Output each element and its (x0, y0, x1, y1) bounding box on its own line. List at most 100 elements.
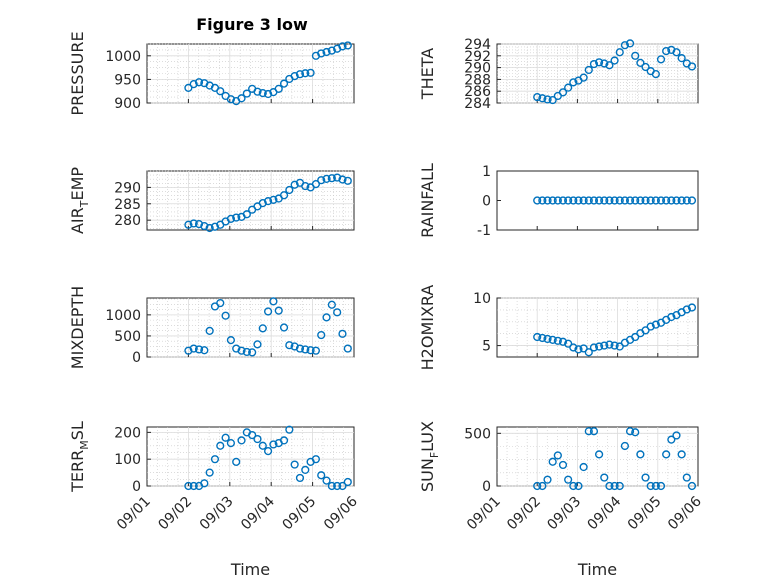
data-point (301, 69, 310, 78)
x-tick-label: 09/04 (585, 493, 625, 533)
data-point (269, 440, 278, 449)
x-axis-label: Time (577, 560, 617, 579)
data-point (533, 481, 542, 491)
data-point (651, 481, 660, 491)
data-point (682, 305, 691, 314)
data-point (343, 41, 352, 50)
data-point (620, 196, 630, 205)
data-point (558, 88, 568, 97)
y-tick-label: 0 (132, 350, 141, 366)
y-tick-label: 5 (482, 339, 491, 355)
x-tick-label: 09/01 (464, 494, 504, 534)
data-point (279, 436, 289, 445)
x-tick-label: 09/06 (665, 493, 705, 533)
data-point (651, 196, 660, 205)
data-point (564, 196, 573, 205)
data-point (189, 481, 198, 491)
data-point (301, 181, 310, 191)
data-point (662, 196, 671, 205)
data-point (263, 307, 273, 316)
data-point (610, 481, 619, 491)
subplot-sun-flux: 0 500 09/01 09/02 09/03 09/04 09/05 09/06 SUNFLU… (418, 421, 705, 579)
data-point (253, 434, 262, 444)
figure-title: Figure 3 low (196, 15, 308, 34)
data-point (579, 462, 588, 472)
data-point (295, 344, 305, 353)
data-point (226, 336, 236, 345)
data-point (569, 78, 578, 87)
data-point (538, 481, 547, 491)
y-tick-label: 500 (464, 426, 491, 442)
data-point (258, 441, 267, 450)
x-tick-label: 09/04 (238, 493, 278, 533)
data-point (589, 343, 599, 352)
y-tick-label: 292 (464, 49, 491, 65)
data-point (553, 451, 562, 460)
data-point (564, 475, 573, 484)
data-point (322, 313, 331, 322)
data-point (636, 450, 645, 459)
data-point (194, 345, 204, 354)
data-point (656, 481, 666, 491)
y-axis-label: MIXDEPTH (68, 286, 87, 369)
data-point (548, 457, 557, 466)
data-point (677, 450, 686, 459)
data-point (317, 471, 326, 480)
data-point (543, 334, 552, 344)
data-point (667, 196, 676, 205)
y-tick-label: 286 (464, 84, 491, 100)
data-point (553, 196, 562, 205)
data-point (553, 336, 562, 345)
y-axis-label: SUNFLUX (418, 421, 441, 492)
data-point (631, 196, 640, 205)
data-point (600, 341, 609, 350)
data-point (615, 481, 624, 491)
data-point (584, 196, 593, 205)
data-point (311, 180, 321, 189)
data-point (656, 196, 666, 205)
data-point (322, 174, 331, 183)
data-point (216, 298, 225, 308)
data-point (569, 481, 578, 491)
y-axis-label: TERRMSL (68, 421, 91, 493)
data-point (295, 473, 305, 483)
data-point (646, 196, 655, 205)
data-point (610, 56, 619, 65)
data-point (338, 175, 347, 184)
data-point (263, 89, 273, 99)
data-point (651, 69, 660, 79)
data-point (569, 196, 578, 205)
y-axis-label: AIRTEMP (68, 167, 91, 234)
y-tick-label: 285 (114, 197, 141, 213)
data-point (631, 332, 640, 342)
data-point (301, 465, 310, 475)
x-tick-label: 09/02 (155, 494, 195, 534)
data-point (306, 68, 315, 77)
data-point (533, 332, 542, 342)
data-point (343, 344, 352, 353)
data-point (569, 343, 578, 352)
data-point (274, 306, 283, 315)
data-point (595, 450, 604, 459)
y-tick-label: 1000 (105, 308, 141, 324)
data-point (687, 196, 697, 205)
data-point (269, 297, 278, 306)
x-tick-label: 09/06 (321, 493, 361, 533)
data-point (338, 42, 347, 51)
data-point (625, 39, 635, 48)
data-point (682, 196, 691, 205)
data-point (200, 221, 209, 231)
data-point (200, 479, 209, 488)
y-tick-label: 950 (114, 72, 141, 88)
data-point (343, 176, 352, 185)
data-point (205, 468, 214, 477)
data-point (221, 433, 230, 442)
data-point (543, 196, 552, 205)
data-point (672, 48, 681, 57)
data-point (564, 339, 573, 348)
data-point (322, 476, 331, 485)
y-tick-label: 1000 (105, 49, 141, 65)
data-point (317, 330, 326, 340)
